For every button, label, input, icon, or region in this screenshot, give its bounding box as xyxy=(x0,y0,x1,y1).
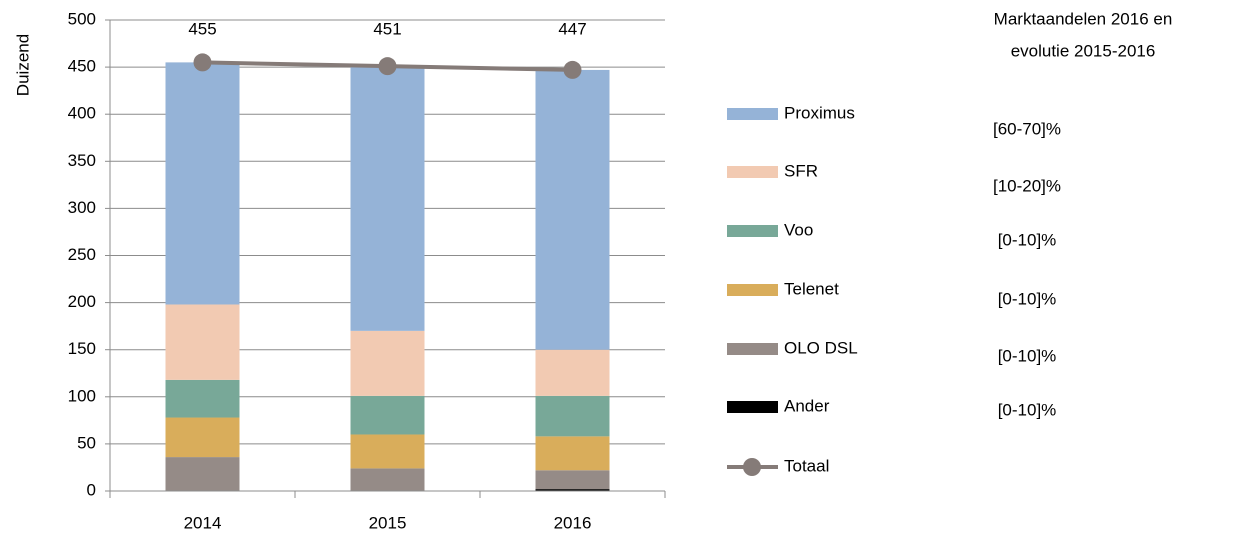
data-label: 447 xyxy=(558,19,586,38)
bar-segment xyxy=(350,330,425,396)
market-share: [10-20]% xyxy=(993,176,1061,195)
legend-label: Voo xyxy=(784,220,813,239)
bar-segment xyxy=(165,379,240,418)
legend-swatch xyxy=(727,108,778,120)
bar-segment xyxy=(350,66,425,331)
legend-label: Telenet xyxy=(784,279,839,298)
legend-swatch xyxy=(727,343,778,355)
line-marker xyxy=(378,57,397,76)
bar-segment xyxy=(535,436,610,471)
y-tick-label: 0 xyxy=(87,480,96,499)
data-label: 451 xyxy=(373,19,401,38)
bar-segment xyxy=(535,470,610,490)
bar-segment xyxy=(165,457,240,491)
bar-segment xyxy=(165,417,240,458)
bar-segment xyxy=(350,395,425,435)
legend-label: SFR xyxy=(784,161,818,180)
market-share: [0-10]% xyxy=(998,289,1057,308)
legend-label: Proximus xyxy=(784,103,855,122)
bar-segment xyxy=(165,304,240,380)
bar-segment xyxy=(350,468,425,491)
market-share: [0-10]% xyxy=(998,230,1057,249)
annotation: evolutie 2015-2016 xyxy=(1011,41,1156,60)
y-tick-label: 350 xyxy=(68,151,96,170)
legend-swatch xyxy=(727,225,778,237)
data-label: 455 xyxy=(188,19,216,38)
bar-segment xyxy=(535,489,610,491)
y-tick-label: 500 xyxy=(68,9,96,28)
y-tick-label: 50 xyxy=(77,433,96,452)
x-tick-label: 2015 xyxy=(369,513,407,532)
bar-segment xyxy=(350,434,425,469)
bar-segment xyxy=(535,395,610,437)
y-axis-label: Duizend xyxy=(13,34,32,96)
x-tick-label: 2014 xyxy=(184,513,222,532)
legend-swatch xyxy=(743,458,761,476)
market-share: [0-10]% xyxy=(998,400,1057,419)
legend-label: Ander xyxy=(784,396,830,415)
market-share: [0-10]% xyxy=(998,346,1057,365)
legend-swatch xyxy=(727,166,778,178)
bar-segment xyxy=(165,62,240,305)
y-tick-label: 400 xyxy=(68,104,96,123)
bar-segment xyxy=(535,69,610,350)
annotation: Marktaandelen 2016 en xyxy=(994,9,1173,28)
legend-label: Totaal xyxy=(784,456,829,475)
legend-swatch xyxy=(727,401,778,413)
y-tick-label: 150 xyxy=(68,339,96,358)
line-marker xyxy=(563,60,582,79)
market-share: [60-70]% xyxy=(993,119,1061,138)
legend-label: OLO DSL xyxy=(784,338,858,357)
bar-segment xyxy=(535,349,610,396)
x-tick-label: 2016 xyxy=(554,513,592,532)
y-tick-label: 250 xyxy=(68,245,96,264)
line-marker xyxy=(193,53,212,72)
y-tick-label: 100 xyxy=(68,386,96,405)
y-tick-label: 300 xyxy=(68,198,96,217)
y-tick-label: 450 xyxy=(68,57,96,76)
legend-swatch xyxy=(727,284,778,296)
y-tick-label: 200 xyxy=(68,292,96,311)
